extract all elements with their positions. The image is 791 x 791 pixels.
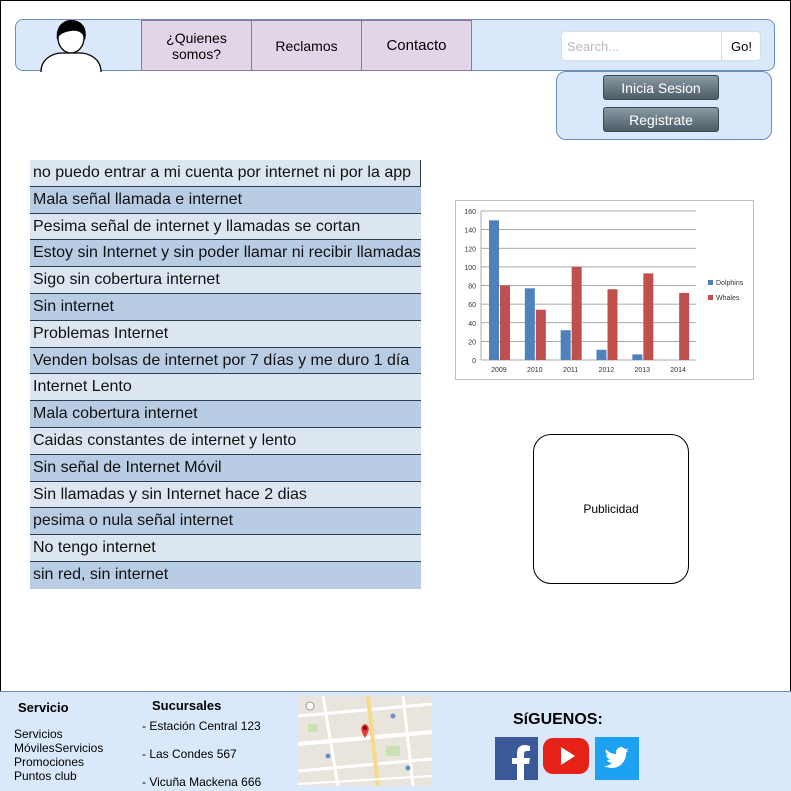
- complaint-row: Pesima señal de internet y llamadas se c…: [30, 213, 421, 241]
- chart-bar-whales: [643, 273, 654, 360]
- chart-legend-label: Dolphins: [716, 280, 744, 287]
- map-icon: [298, 696, 432, 786]
- chart-bar-dolphins: [489, 220, 499, 360]
- chart-x-tick-label: 2014: [670, 367, 686, 374]
- complaint-row: Sigo sin cobertura internet: [30, 267, 421, 294]
- sucursal-item: - Vicuña Mackena 666: [142, 775, 262, 789]
- servicio-link[interactable]: Servicios: [14, 727, 63, 741]
- chart-y-tick-label: 80: [468, 284, 476, 291]
- chart-bar-whales: [535, 309, 546, 360]
- chart-y-tick-label: 100: [464, 265, 476, 272]
- avatar[interactable]: [40, 20, 102, 72]
- complaint-row: sin red, sin internet: [30, 561, 421, 589]
- complaint-row: Mala señal llamada e internet: [30, 186, 421, 214]
- complaint-row: Sin internet: [30, 293, 421, 321]
- complaints-table: no puedo entrar a mi cuenta por internet…: [30, 160, 421, 589]
- chart-bar-dolphins: [596, 349, 607, 360]
- chart-x-tick-label: 2011: [563, 367, 578, 374]
- chart-bar-whales: [571, 266, 582, 360]
- servicio-link[interactable]: Promociones: [14, 755, 85, 769]
- complaint-row: Internet Lento: [30, 374, 421, 402]
- complaint-row: Estoy sin Internet y sin poder llamar ni…: [30, 240, 421, 268]
- chart-y-tick-label: 120: [464, 246, 476, 253]
- servicio-link[interactable]: Puntos club: [14, 769, 77, 783]
- user-avatar-icon: [40, 20, 102, 72]
- chart-legend-swatch: [708, 280, 713, 285]
- go-label: Go!: [731, 38, 752, 54]
- chart-bar-dolphins: [524, 288, 535, 360]
- go-button[interactable]: Go!: [721, 31, 761, 61]
- nav-item-contacto[interactable]: Contacto: [361, 20, 472, 71]
- ad-box[interactable]: Publicidad: [533, 434, 689, 584]
- login-label: Inicia Sesion: [621, 79, 701, 96]
- complaint-row: pesima o nula señal internet: [30, 508, 421, 536]
- nav-label: Reclamos: [275, 37, 338, 54]
- register-label: Registrate: [629, 111, 693, 128]
- nav-label: ¿Quienes somos?: [166, 29, 227, 62]
- chart-y-tick-label: 0: [472, 358, 476, 365]
- complaint-row: Caidas constantes de internet y lento: [30, 427, 421, 455]
- servicio-title: Servicio: [18, 700, 69, 715]
- sucursales-title: Sucursales: [152, 698, 222, 713]
- chart-svg: 0 20 40 60 80 100 120 140 160 2009 2010 2011 2012 201…: [464, 209, 744, 374]
- chart-y-tick-label: 40: [468, 321, 476, 328]
- nav-item-reclamos[interactable]: Reclamos: [251, 20, 362, 71]
- chart-x-tick-label: 2013: [634, 367, 650, 374]
- youtube-icon[interactable]: [543, 736, 589, 776]
- chart-x-tick-label: 2009: [491, 367, 507, 374]
- chart-x-tick-label: 2010: [527, 367, 543, 374]
- facebook-icon[interactable]: [495, 737, 539, 780]
- chart-bar-dolphins: [632, 354, 643, 360]
- complaint-row: Problemas Internet: [30, 320, 421, 348]
- chart-y-tick-label: 160: [464, 209, 476, 216]
- chart-y-tick-label: 140: [464, 228, 476, 235]
- complaint-row: Sin señal de Internet Móvil: [30, 454, 421, 482]
- chart-legend-swatch: [708, 295, 713, 300]
- complaint-row: Venden bolsas de internet por 7 días y m…: [30, 347, 421, 375]
- servicio-link[interactable]: MóvilesServicios: [14, 741, 104, 755]
- servicio-list: Servicios MóvilesServicios Promociones P…: [14, 727, 103, 783]
- chart-y-tick-label: 60: [468, 302, 476, 309]
- complaint-row: No tengo internet: [30, 535, 421, 562]
- register-button[interactable]: Registrate: [603, 107, 719, 132]
- nav-label: Contacto: [386, 36, 447, 54]
- ad-label: Publicidad: [583, 502, 639, 516]
- search-input[interactable]: [563, 33, 717, 59]
- social-title: SíGUENOS:: [513, 711, 603, 728]
- twitter-icon[interactable]: [595, 737, 639, 780]
- chart-bar-dolphins: [560, 330, 571, 360]
- login-button[interactable]: Inicia Sesion: [603, 75, 719, 100]
- complaint-row: Mala cobertura internet: [30, 401, 421, 428]
- bar-chart: 0 20 40 60 80 100 120 140 160 2009 2010 2011 2012 201…: [455, 200, 754, 380]
- sucursal-item: - Estación Central 123: [142, 719, 261, 733]
- chart-y-tick-label: 20: [468, 339, 476, 346]
- complaint-row: Sin llamadas y sin Internet hace 2 dias: [30, 481, 421, 509]
- chart-x-tick-label: 2012: [599, 367, 615, 374]
- chart-bar-whales: [500, 285, 510, 360]
- chart-bar-whales: [679, 292, 690, 360]
- nav-item-quienes-somos[interactable]: ¿Quienes somos?: [141, 20, 252, 71]
- complaint-row: no puedo entrar a mi cuenta por internet…: [30, 160, 421, 187]
- sucursal-item: - Las Condes 567: [142, 747, 237, 761]
- chart-bar-whales: [607, 289, 618, 360]
- map-thumbnail[interactable]: [298, 696, 432, 786]
- chart-legend-label: Whales: [716, 295, 740, 302]
